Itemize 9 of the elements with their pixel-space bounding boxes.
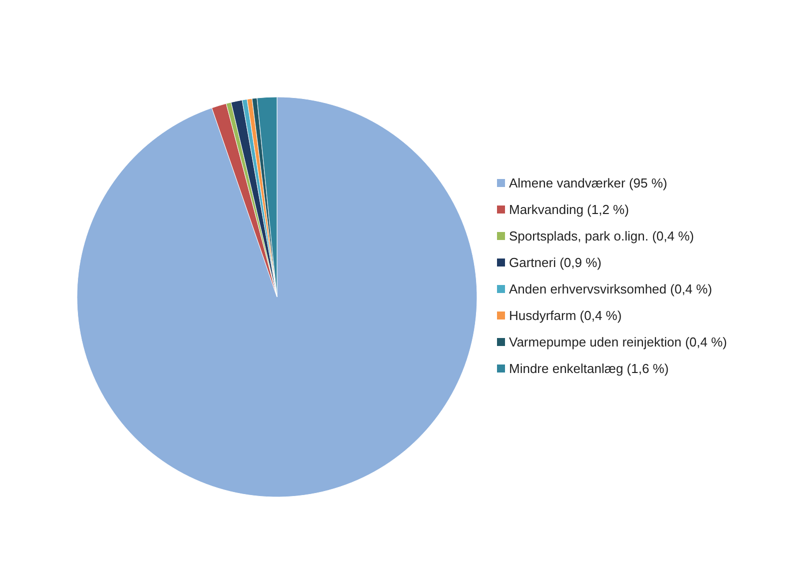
legend-label: Markvanding (1,2 %) <box>509 202 629 217</box>
legend-label: Husdyrfarm (0,4 %) <box>509 308 622 323</box>
legend-label: Varmepumpe uden reinjektion (0,4 %) <box>509 334 727 350</box>
legend-label: Gartneri (0,9 %) <box>509 255 602 270</box>
legend-label: Mindre enkeltanlæg (1,6 %) <box>509 361 669 376</box>
pie-slice <box>77 96 478 498</box>
legend-label: Anden erhvervsvirksomhed (0,4 %) <box>509 282 712 296</box>
legend-label: Sportsplads, park o.lign. (0,4 %) <box>509 228 694 244</box>
legend-label: Almene vandværker (95 %) <box>509 176 668 190</box>
